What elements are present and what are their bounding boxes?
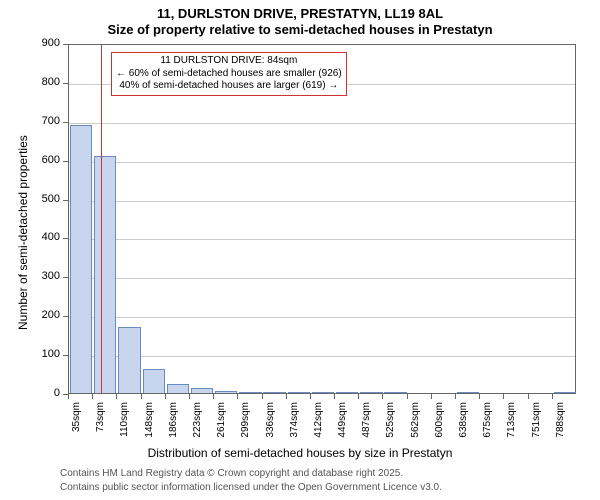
x-tick-label: 449sqm xyxy=(337,402,348,450)
x-tick-mark xyxy=(407,394,408,399)
y-tick-label: 0 xyxy=(30,387,60,399)
histogram-bar xyxy=(94,156,116,393)
histogram-bar xyxy=(191,388,213,393)
x-tick-mark xyxy=(455,394,456,399)
y-tick-label: 200 xyxy=(30,309,60,321)
gridline xyxy=(69,317,575,318)
x-tick-label: 223sqm xyxy=(192,402,203,450)
x-tick-mark xyxy=(286,394,287,399)
x-tick-label: 638sqm xyxy=(458,402,469,450)
histogram-bar xyxy=(143,369,165,393)
x-tick-mark xyxy=(262,394,263,399)
x-tick-mark xyxy=(189,394,190,399)
y-tick-label: 900 xyxy=(30,37,60,49)
x-tick-label: 713sqm xyxy=(506,402,517,450)
x-tick-mark xyxy=(92,394,93,399)
histogram-bar xyxy=(384,392,406,393)
y-tick-label: 500 xyxy=(30,193,60,205)
y-tick-mark xyxy=(63,316,68,317)
histogram-bar xyxy=(312,392,334,393)
x-tick-label: 751sqm xyxy=(531,402,542,450)
x-tick-label: 73sqm xyxy=(95,402,106,450)
y-tick-mark xyxy=(63,44,68,45)
y-tick-mark xyxy=(63,83,68,84)
x-tick-label: 186sqm xyxy=(168,402,179,450)
gridline xyxy=(69,239,575,240)
gridline xyxy=(69,201,575,202)
histogram-bar xyxy=(360,392,382,393)
property-marker-line xyxy=(101,45,102,393)
footer-copyright-2: Contains public sector information licen… xyxy=(60,482,442,493)
histogram-bar xyxy=(239,392,261,393)
histogram-bar xyxy=(118,327,140,393)
x-tick-mark xyxy=(552,394,553,399)
x-tick-mark xyxy=(310,394,311,399)
chart-title-main: 11, DURLSTON DRIVE, PRESTATYN, LL19 8AL xyxy=(0,6,600,21)
y-tick-mark xyxy=(63,122,68,123)
callout-line-2: ← 60% of semi-detached houses are smalle… xyxy=(116,68,342,81)
plot-area: 11 DURLSTON DRIVE: 84sqm← 60% of semi-de… xyxy=(68,44,576,394)
x-tick-label: 562sqm xyxy=(410,402,421,450)
histogram-bar xyxy=(70,125,92,393)
x-tick-label: 299sqm xyxy=(240,402,251,450)
x-tick-label: 412sqm xyxy=(313,402,324,450)
x-tick-label: 675sqm xyxy=(482,402,493,450)
x-tick-mark xyxy=(116,394,117,399)
footer-copyright-1: Contains HM Land Registry data © Crown c… xyxy=(60,468,403,479)
histogram-bar xyxy=(336,392,358,393)
x-tick-label: 374sqm xyxy=(289,402,300,450)
x-tick-label: 148sqm xyxy=(144,402,155,450)
histogram-bar xyxy=(263,392,285,393)
callout-line-3: 40% of semi-detached houses are larger (… xyxy=(116,80,342,93)
x-tick-mark xyxy=(503,394,504,399)
x-tick-label: 600sqm xyxy=(434,402,445,450)
x-tick-label: 261sqm xyxy=(216,402,227,450)
histogram-bar xyxy=(215,391,237,393)
x-tick-mark xyxy=(334,394,335,399)
x-tick-label: 525sqm xyxy=(385,402,396,450)
gridline xyxy=(69,278,575,279)
x-tick-label: 336sqm xyxy=(265,402,276,450)
y-tick-label: 400 xyxy=(30,231,60,243)
y-tick-mark xyxy=(63,161,68,162)
x-tick-mark xyxy=(213,394,214,399)
x-tick-mark xyxy=(479,394,480,399)
x-tick-mark xyxy=(165,394,166,399)
chart-title-sub: Size of property relative to semi-detach… xyxy=(0,22,600,37)
y-tick-label: 700 xyxy=(30,115,60,127)
histogram-bar xyxy=(457,392,479,393)
y-tick-mark xyxy=(63,277,68,278)
x-tick-mark xyxy=(68,394,69,399)
x-tick-mark xyxy=(431,394,432,399)
x-tick-mark xyxy=(528,394,529,399)
y-tick-mark xyxy=(63,200,68,201)
y-tick-mark xyxy=(63,238,68,239)
y-tick-label: 600 xyxy=(30,154,60,166)
x-tick-label: 35sqm xyxy=(71,402,82,450)
y-tick-mark xyxy=(63,355,68,356)
y-tick-label: 100 xyxy=(30,348,60,360)
property-callout: 11 DURLSTON DRIVE: 84sqm← 60% of semi-de… xyxy=(111,52,347,96)
y-axis-label: Number of semi-detached properties xyxy=(16,135,30,330)
callout-line-1: 11 DURLSTON DRIVE: 84sqm xyxy=(116,55,342,68)
y-tick-label: 300 xyxy=(30,270,60,282)
histogram-bar xyxy=(167,384,189,393)
x-tick-mark xyxy=(358,394,359,399)
gridline xyxy=(69,356,575,357)
gridline xyxy=(69,123,575,124)
x-tick-mark xyxy=(382,394,383,399)
gridline xyxy=(69,162,575,163)
x-tick-label: 788sqm xyxy=(555,402,566,450)
x-tick-mark xyxy=(237,394,238,399)
histogram-bar xyxy=(554,392,576,393)
x-tick-mark xyxy=(141,394,142,399)
y-tick-label: 800 xyxy=(30,76,60,88)
histogram-bar xyxy=(288,392,310,393)
x-tick-label: 487sqm xyxy=(361,402,372,450)
x-tick-label: 110sqm xyxy=(119,402,130,450)
